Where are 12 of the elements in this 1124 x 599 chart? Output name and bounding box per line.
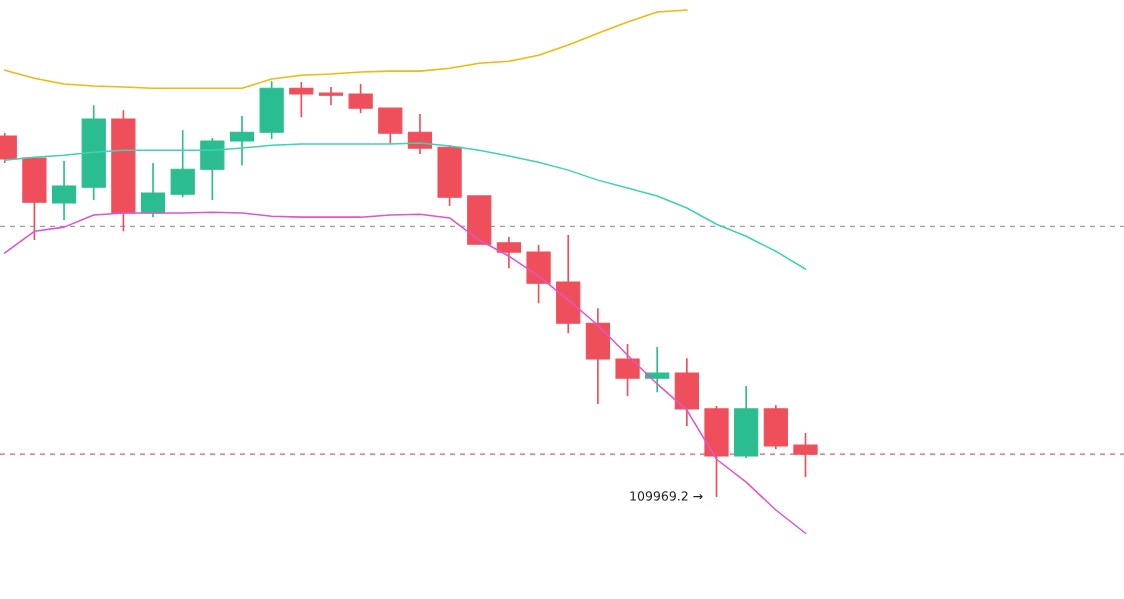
candlestick (407, 113, 433, 155)
candlestick (793, 432, 818, 478)
annotation: 109969.2 → (630, 491, 703, 501)
candlestick (496, 236, 522, 270)
candlestick (615, 343, 640, 397)
candlestick (51, 160, 77, 221)
candlestick (348, 83, 373, 114)
candlestick (645, 346, 670, 394)
candlestick (229, 115, 255, 166)
candlestick (289, 81, 314, 119)
candlestick (140, 162, 166, 218)
candlestick (318, 86, 344, 107)
